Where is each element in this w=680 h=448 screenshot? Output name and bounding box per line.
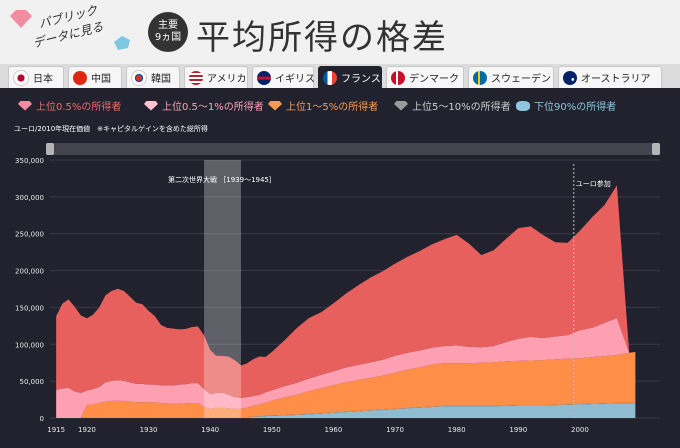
legend-top-0-5-1[interactable]: 上位0.5～1%の所得者 [144, 98, 264, 113]
tab-uk[interactable]: イギリス [252, 66, 315, 88]
x-tick-label: 1920 [78, 426, 96, 434]
x-tick-label: 1960 [325, 426, 343, 434]
country-tabs: 日本 中国 韓国 アメリカ イギリス フランス デンマーク スウェーデン オース… [0, 64, 680, 88]
series-area-4 [56, 185, 636, 398]
x-tick-label: 1950 [263, 426, 281, 434]
legend-label: 上位0.5～1%の所得者 [162, 102, 264, 113]
france-flag-icon [323, 70, 337, 85]
sweden-flag-icon [473, 70, 487, 85]
header: パブリック データに見る 主要 9ヵ国 平均所得の格差 [0, 0, 680, 64]
legend-label: 上位1～5%の所得者 [286, 102, 379, 113]
usa-flag-icon [189, 70, 203, 85]
y-tick-label: 250,000 [15, 231, 44, 239]
war-period-band [204, 160, 242, 418]
china-flag-icon [73, 70, 87, 85]
orange-gem-icon [268, 100, 282, 111]
range-handle-right[interactable] [652, 143, 660, 155]
tab-label: スウェーデン [491, 74, 551, 85]
legend-bottom-90[interactable]: 下位90%の所得者 [516, 98, 616, 113]
tab-label: アメリカ [207, 74, 247, 85]
tab-label: イギリス [275, 74, 315, 85]
country-count-badge: 主要 9ヵ国 [148, 12, 188, 52]
x-tick-label: 1970 [386, 426, 404, 434]
range-scrollbar[interactable] [46, 143, 660, 155]
tab-label: デンマーク [409, 74, 459, 85]
x-tick-label: 1930 [140, 426, 158, 434]
y-tick-label: 200,000 [15, 268, 44, 276]
tab-label: オーストラリア [581, 74, 651, 85]
series-area-3 [56, 318, 636, 418]
tab-australia[interactable]: オーストラリア [558, 66, 662, 88]
war-period-label: 第二次世界大戦 ［1939～1945］ [168, 175, 276, 184]
x-tick-label: 1915 [47, 426, 65, 434]
badge-line2: 9ヵ国 [154, 32, 182, 43]
y-tick-label: 300,000 [15, 194, 44, 202]
y-tick-label: 100,000 [15, 341, 44, 349]
x-tick-label: 1940 [201, 426, 219, 434]
unit-note: ユーロ/2010年現在価値 ※キャピタルゲインを含めた総所得 [14, 125, 208, 133]
euro-marker-label: ユーロ参加 [576, 179, 611, 188]
series-area-1 [56, 402, 636, 418]
y-tick-label: 50,000 [20, 378, 45, 386]
tab-label: フランス [341, 74, 381, 85]
uk-flag-icon [257, 70, 271, 85]
tab-label: 日本 [33, 74, 53, 85]
badge-line1: 主要 [158, 20, 178, 31]
tab-china[interactable]: 中国 [68, 66, 122, 88]
series-area-0 [56, 403, 636, 418]
chart-legend: 上位0.5%の所得者 上位0.5～1%の所得者 上位1～5%の所得者 上位5～1… [0, 96, 680, 116]
y-tick-label: 0 [40, 415, 44, 423]
page-title: 平均所得の格差 [196, 18, 448, 58]
legend-top-0-5[interactable]: 上位0.5%の所得者 [18, 98, 121, 113]
australia-flag-icon [563, 70, 577, 85]
tab-france[interactable]: フランス [318, 66, 382, 88]
site-logo[interactable]: パブリック データに見る [4, 2, 136, 60]
x-tick-label: 1980 [448, 426, 466, 434]
light-pink-gem-icon [144, 100, 158, 111]
y-tick-label: 350,000 [15, 157, 44, 165]
y-tick-label: 150,000 [15, 304, 44, 312]
tab-denmark[interactable]: デンマーク [386, 66, 464, 88]
korea-flag-icon [131, 69, 147, 86]
legend-top-5-10[interactable]: 上位5～10%の所得者 [394, 98, 511, 113]
tab-korea[interactable]: 韓国 [126, 66, 180, 88]
x-tick-label: 1990 [509, 426, 527, 434]
denmark-flag-icon [391, 70, 405, 85]
tab-label: 韓国 [151, 74, 171, 85]
legend-label: 上位5～10%の所得者 [412, 102, 511, 113]
logo-graphic [10, 10, 130, 50]
gray-gem-icon [394, 100, 408, 111]
pink-gem-icon [18, 100, 32, 111]
tab-label: 中国 [91, 74, 111, 85]
x-tick-label: 2000 [571, 426, 589, 434]
tab-sweden[interactable]: スウェーデン [468, 66, 554, 88]
legend-label: 上位0.5%の所得者 [36, 102, 122, 113]
japan-flag-icon [13, 69, 29, 86]
tab-japan[interactable]: 日本 [8, 66, 64, 88]
piggy-bank-icon [516, 100, 530, 111]
legend-top-1-5[interactable]: 上位1～5%の所得者 [268, 98, 378, 113]
range-handle-left[interactable] [46, 143, 54, 155]
tab-usa[interactable]: アメリカ [184, 66, 248, 88]
series-area-2 [56, 352, 636, 418]
legend-label: 下位90%の所得者 [534, 102, 617, 113]
